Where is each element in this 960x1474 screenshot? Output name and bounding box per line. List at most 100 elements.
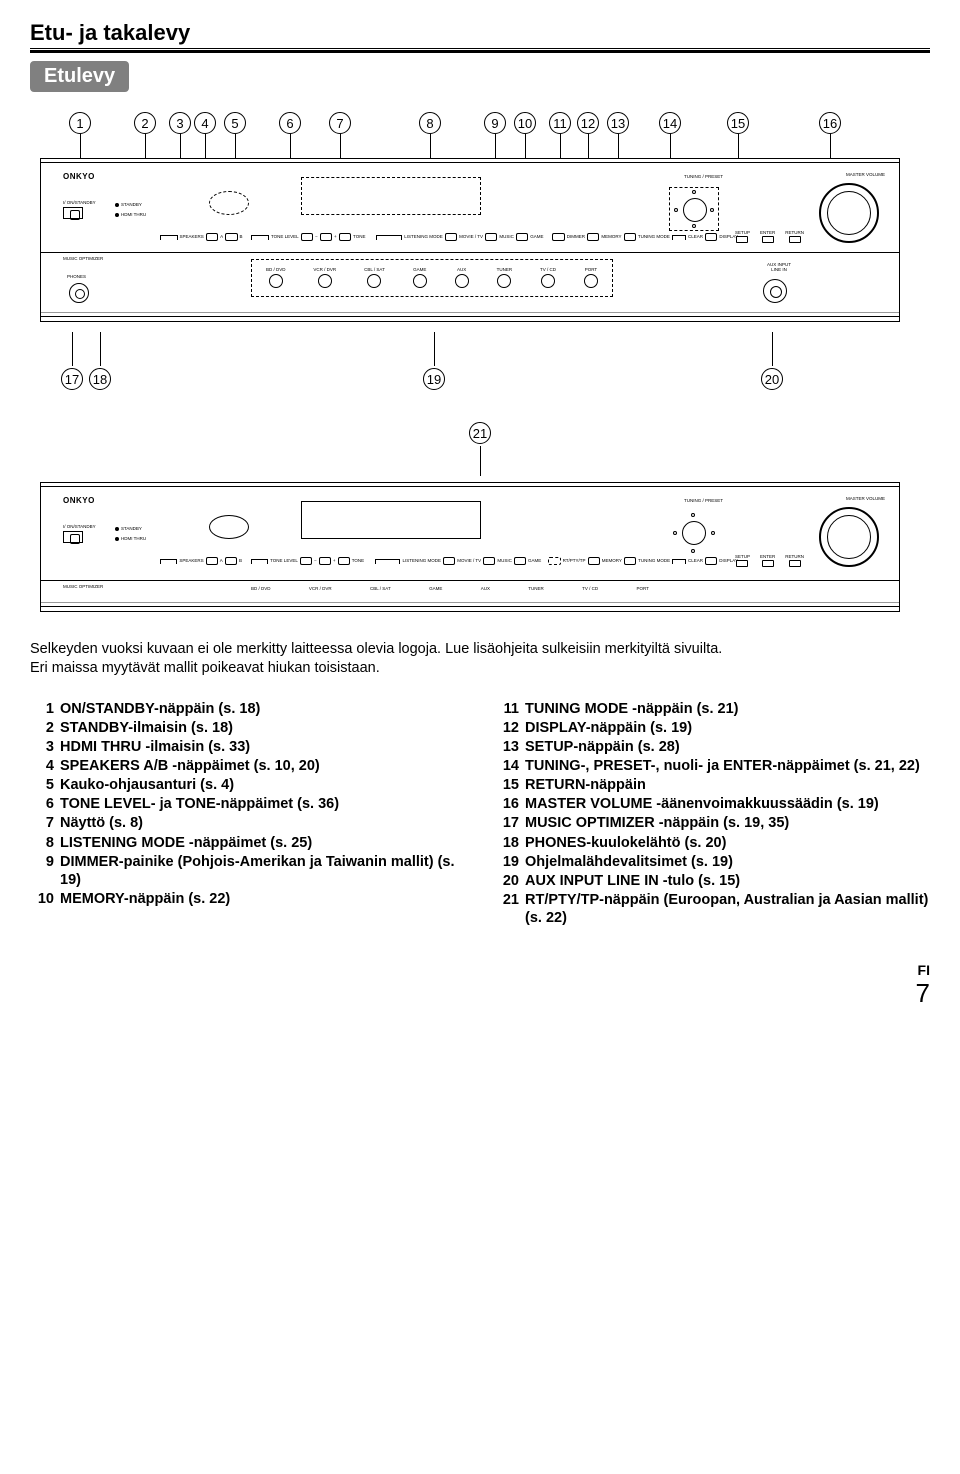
display-area — [301, 177, 481, 215]
legend-item: 5Kauko-ohjausanturi (s. 4) — [30, 776, 465, 794]
legend-item: 13SETUP-näppäin (s. 28) — [495, 738, 930, 756]
phones-jack — [69, 283, 89, 303]
callout-number: 9 — [484, 112, 506, 134]
input-label: CBL / SAT — [370, 587, 391, 592]
receiver-diagram-1: ONKYO I/ ON/STANDBY STANDBY HDMI THRU SP… — [40, 158, 900, 322]
legend-item: 17MUSIC OPTIMIZER -näppäin (s. 19, 35) — [495, 814, 930, 832]
display-area — [301, 501, 481, 539]
setup-enter-return: SETUP ENTER RETURN — [735, 231, 804, 243]
legend-item: 8LISTENING MODE -näppäimet (s. 25) — [30, 834, 465, 852]
callout-number: 16 — [819, 112, 841, 134]
input-label: VCR / DVR — [309, 587, 332, 592]
input-label: BD / DVD — [251, 587, 271, 592]
input-selector: TUNER — [497, 268, 513, 289]
nav-cluster — [669, 511, 719, 555]
callout-number: 14 — [659, 112, 681, 134]
input-label: AUX — [481, 587, 490, 592]
callout-number: 19 — [423, 368, 445, 390]
input-selector: PORT — [584, 268, 598, 289]
master-volume-label: MASTER VOLUME — [846, 497, 885, 502]
callout-row-bottom: 17 18 19 20 — [40, 332, 900, 392]
input-selector: GAME — [413, 268, 427, 289]
standby-led: STANDBY — [115, 527, 142, 532]
legend-item: 3HDMI THRU -ilmaisin (s. 33) — [30, 738, 465, 756]
legend-item: 12DISPLAY-näppäin (s. 19) — [495, 719, 930, 737]
legend-item: 7Näyttö (s. 8) — [30, 814, 465, 832]
callout-number: 5 — [224, 112, 246, 134]
music-optimizer-label: MUSIC OPTIMIZER — [63, 257, 103, 262]
legend-item: 21RT/PTY/TP-näppäin (Euroopan, Australia… — [495, 891, 930, 927]
input-label-row: BD / DVD VCR / DVR CBL / SAT GAME AUX TUNER TV… — [251, 587, 649, 592]
legend-item: 4SPEAKERS A/B -näppäimet (s. 10, 20) — [30, 757, 465, 775]
legend-item: 10MEMORY-näppäin (s. 22) — [30, 890, 465, 908]
callout-21: 21 — [30, 422, 930, 476]
callout-number: 7 — [329, 112, 351, 134]
callout-number: 11 — [549, 112, 571, 134]
input-selector: BD / DVD — [266, 268, 286, 289]
legend-item: 14TUNING-, PRESET-, nuoli- ja ENTER-näpp… — [495, 757, 930, 775]
callout-number: 15 — [727, 112, 749, 134]
legend-item: 6TONE LEVEL- ja TONE-näppäimet (s. 36) — [30, 795, 465, 813]
hdmi-led: HDMI THRU — [115, 537, 146, 542]
callout-number: 2 — [134, 112, 156, 134]
ir-sensor — [209, 515, 249, 539]
legend-item: 15RETURN-näppäin — [495, 776, 930, 794]
receiver-diagram-2: ONKYO I/ ON/STANDBY STANDBY HDMI THRU SP… — [40, 482, 900, 612]
onstandby-button — [63, 207, 83, 219]
legend-item: 11TUNING MODE -näppäin (s. 21) — [495, 700, 930, 718]
legend-item: 9DIMMER-painike (Pohjois-Amerikan ja Tai… — [30, 853, 465, 889]
callout-number: 4 — [194, 112, 216, 134]
legend-item: 16MASTER VOLUME -äänenvoimakkuussäädin (… — [495, 795, 930, 813]
onstandby-label: I/ ON/STANDBY — [63, 201, 96, 206]
legend-item: 20AUX INPUT LINE IN -tulo (s. 15) — [495, 872, 930, 890]
hdmi-led: HDMI THRU — [115, 213, 146, 218]
callout-lines-top — [40, 134, 900, 158]
page-footer: FI 7 — [30, 962, 930, 1009]
title-underline — [30, 48, 930, 53]
tuning-preset-label: TUNING / PRESET — [684, 499, 723, 504]
callout-number: 6 — [279, 112, 301, 134]
input-label: TV / CD — [582, 587, 598, 592]
input-selector: VCR / DVR — [313, 268, 336, 289]
volume-knob — [819, 183, 879, 243]
legend-left: 1ON/STANDBY-näppäin (s. 18)2STANDBY-ilma… — [30, 700, 465, 929]
setup-enter-return: SETUP ENTER RETURN — [735, 555, 804, 567]
standby-led: STANDBY — [115, 203, 142, 208]
tuning-preset-label: TUNING / PRESET — [684, 175, 723, 180]
legend-item: 18PHONES-kuulokelähtö (s. 20) — [495, 834, 930, 852]
callout-number: 12 — [577, 112, 599, 134]
callout-number: 3 — [169, 112, 191, 134]
page-title: Etu- ja takalevy — [30, 20, 930, 46]
volume-knob — [819, 507, 879, 567]
callout-number: 13 — [607, 112, 629, 134]
aux-jack — [763, 279, 787, 303]
aux-label: AUX INPUTLINE IN — [767, 263, 791, 272]
control-strip: SPEAKERS A B TONE LEVEL − + TONE LISTENI… — [159, 227, 739, 247]
input-selector: TV / CD — [540, 268, 556, 289]
music-optimizer-label: MUSIC OPTIMIZER — [63, 585, 103, 590]
intro-text: Selkeyden vuoksi kuvaan ei ole merkitty … — [30, 640, 930, 678]
callout-number: 8 — [419, 112, 441, 134]
legend-right: 11TUNING MODE -näppäin (s. 21)12DISPLAY-… — [495, 700, 930, 929]
master-volume-label: MASTER VOLUME — [846, 173, 885, 178]
ir-sensor — [209, 191, 249, 215]
onstandby-button — [63, 531, 83, 543]
input-label: PORT — [637, 587, 649, 592]
callout-row-top: 12345678910111213141516 — [40, 112, 900, 134]
onstandby-label: I/ ON/STANDBY — [63, 525, 96, 530]
legend-item: 1ON/STANDBY-näppäin (s. 18) — [30, 700, 465, 718]
callout-number: 18 — [89, 368, 111, 390]
nav-cluster — [669, 187, 719, 231]
input-selector: CBL / SAT — [364, 268, 385, 289]
legend-columns: 1ON/STANDBY-näppäin (s. 18)2STANDBY-ilma… — [30, 700, 930, 929]
callout-number: 10 — [514, 112, 536, 134]
legend-item: 19Ohjelmalähdevalitsimet (s. 19) — [495, 853, 930, 871]
input-selector-row: BD / DVDVCR / DVRCBL / SATGAMEAUXTUNERTV… — [251, 259, 613, 297]
input-label: TUNER — [528, 587, 544, 592]
page-subtitle: Etulevy — [30, 61, 129, 92]
brand-logo: ONKYO — [63, 173, 95, 181]
callout-number: 20 — [761, 368, 783, 390]
control-strip: SPEAKERS A B TONE LEVEL − + TONE LISTENI… — [159, 551, 739, 571]
callout-number: 17 — [61, 368, 83, 390]
input-label: GAME — [429, 587, 442, 592]
